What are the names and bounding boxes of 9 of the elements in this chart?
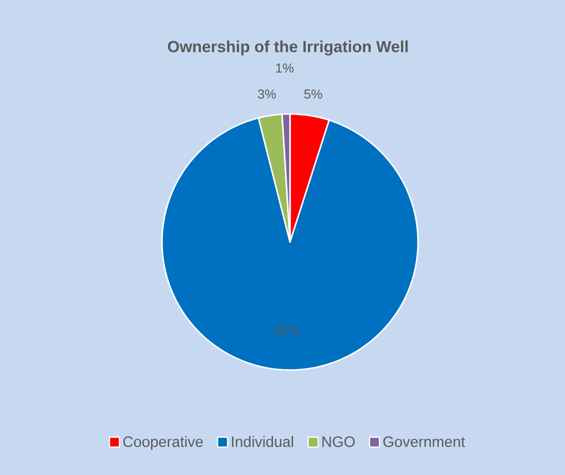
- legend-label: Government: [383, 436, 466, 448]
- data-label: 5%: [304, 89, 322, 99]
- data-label: 92%: [274, 326, 300, 335]
- legend-label: Cooperative: [123, 436, 203, 450]
- data-label: 1%: [276, 63, 294, 73]
- data-label: 3%: [258, 89, 276, 99]
- chart-title: Ownership of the Irrigation Well: [168, 40, 408, 56]
- legend-label: Individual: [232, 436, 294, 448]
- legend-label: NGO: [322, 436, 355, 448]
